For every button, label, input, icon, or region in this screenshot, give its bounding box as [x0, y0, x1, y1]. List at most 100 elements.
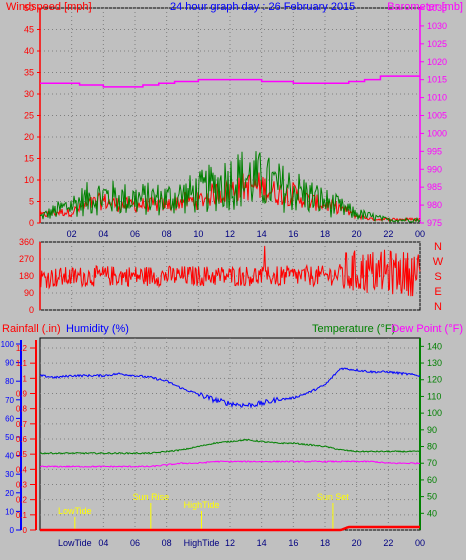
temperature-humidity-panel: 00.10.20.30.40.50.60.70.80.911.11.201020…: [1, 323, 463, 548]
event-label: Sun Set: [317, 492, 350, 502]
humidity-tick-label: 10: [5, 507, 14, 516]
y2-tick-label: 975: [427, 218, 442, 228]
rainfall-axis-label: Rainfall (.in): [2, 323, 61, 335]
y-tick-label: 30: [24, 89, 34, 99]
y2-tick-label: 1000: [427, 128, 447, 138]
humidity-series: [39, 367, 421, 409]
x-tick-label: 20: [352, 229, 362, 239]
y-tick-label: 10: [24, 175, 34, 185]
temp-tick-label: 90: [427, 425, 437, 435]
temperature-series: [39, 438, 421, 455]
rain-tick-label: 1.1: [16, 359, 28, 368]
dewpoint-series: [39, 460, 421, 468]
y-tick-label: 5: [29, 197, 34, 207]
temp-tick-label: 60: [427, 475, 437, 485]
humidity-tick-label: 50: [5, 433, 14, 442]
compass-letter: N: [434, 301, 442, 313]
y-tick-label: 180: [19, 271, 34, 281]
x-tick-label: 06: [130, 229, 140, 239]
rain-tick-label: 1.2: [16, 344, 28, 353]
x-tick-label: 16: [288, 229, 298, 239]
y-tick-label: 0: [29, 218, 34, 228]
y-tick-label: 15: [24, 154, 34, 164]
humidity-tick-label: 90: [5, 359, 14, 368]
humidity-tick-label: 30: [5, 470, 14, 479]
x-tick-label: 00: [415, 538, 425, 548]
wind-direction-series: [39, 245, 421, 297]
chart-title: 24 hour graph day : 26 February 2015: [170, 1, 355, 13]
temp-tick-label: 80: [427, 442, 437, 452]
x-tick-label: 14: [257, 229, 267, 239]
x-tick-label: HighTide: [184, 538, 220, 548]
y2-tick-label: 1020: [427, 57, 447, 67]
wind-gust-series: [39, 151, 421, 224]
temp-tick-label: 120: [427, 375, 442, 385]
x-tick-label: 06: [130, 538, 140, 548]
event-label: LowTide: [58, 506, 92, 516]
humidity-tick-label: 60: [5, 414, 14, 423]
temp-tick-label: 130: [427, 358, 442, 368]
temp-tick-label: 40: [427, 508, 437, 518]
humidity-tick-label: 100: [1, 340, 15, 349]
rain-tick-label: 0.2: [16, 496, 28, 505]
humidity-tick-label: 40: [5, 452, 14, 461]
y2-tick-label: 1025: [427, 39, 447, 49]
compass-letter: W: [433, 256, 444, 268]
rain-tick-label: 0.4: [16, 465, 28, 474]
y2-tick-label: 1015: [427, 75, 447, 85]
x-tick-label: 14: [257, 538, 267, 548]
barometer-axis-label: Barometer [mb]: [387, 1, 463, 13]
rain-tick-label: 0.3: [16, 481, 28, 490]
y-tick-label: 0: [29, 305, 34, 315]
y2-tick-label: 985: [427, 182, 442, 192]
rain-tick-label: 0.7: [16, 420, 28, 429]
barometer-series: [40, 75, 420, 88]
y-tick-label: 90: [24, 288, 34, 298]
temp-tick-label: 70: [427, 458, 437, 468]
rain-tick-label: 0.6: [16, 435, 28, 444]
y-tick-label: 20: [24, 132, 34, 142]
wind-axis-label: Windspeed [mph]: [6, 1, 92, 13]
rain-tick-label: 1: [23, 374, 28, 383]
y-tick-label: 45: [24, 25, 34, 35]
x-tick-label: 04: [98, 538, 108, 548]
x-tick-label: 16: [288, 538, 298, 548]
y2-tick-label: 995: [427, 146, 442, 156]
temp-tick-label: 50: [427, 492, 437, 502]
compass-letter: S: [434, 271, 441, 283]
x-tick-label: LowTide: [58, 538, 92, 548]
rain-tick-label: 0: [23, 526, 28, 535]
event-label: HighTide: [184, 500, 220, 510]
temperature-axis-label: Temperature (°F): [312, 323, 395, 335]
y2-tick-label: 1035: [427, 3, 447, 13]
y-tick-label: 35: [24, 68, 34, 78]
temp-tick-label: 140: [427, 341, 442, 351]
y-tick-label: 50: [24, 3, 34, 13]
rain-tick-label: 0.8: [16, 405, 28, 414]
y-tick-label: 25: [24, 111, 34, 121]
x-tick-label: 22: [383, 229, 393, 239]
humidity-tick-label: 70: [5, 396, 14, 405]
humidity-tick-label: 80: [5, 377, 14, 386]
y-tick-label: 270: [19, 254, 34, 264]
temp-tick-label: 100: [427, 408, 442, 418]
x-tick-label: 08: [162, 538, 172, 548]
y2-tick-label: 1005: [427, 111, 447, 121]
y2-tick-label: 1010: [427, 93, 447, 103]
event-label: Sun Rise: [133, 492, 170, 502]
x-tick-label: 02: [67, 229, 77, 239]
x-tick-label: 18: [320, 538, 330, 548]
rainfall-series: [40, 525, 420, 532]
x-tick-label: 18: [320, 229, 330, 239]
rain-tick-label: 0.1: [16, 511, 28, 520]
dewpoint-axis-label: Dew Point (°F): [391, 323, 463, 335]
x-tick-label: 22: [383, 538, 393, 548]
x-tick-label: 20: [352, 538, 362, 548]
x-tick-label: 00: [415, 229, 425, 239]
x-tick-label: 10: [193, 229, 203, 239]
y2-tick-label: 990: [427, 164, 442, 174]
